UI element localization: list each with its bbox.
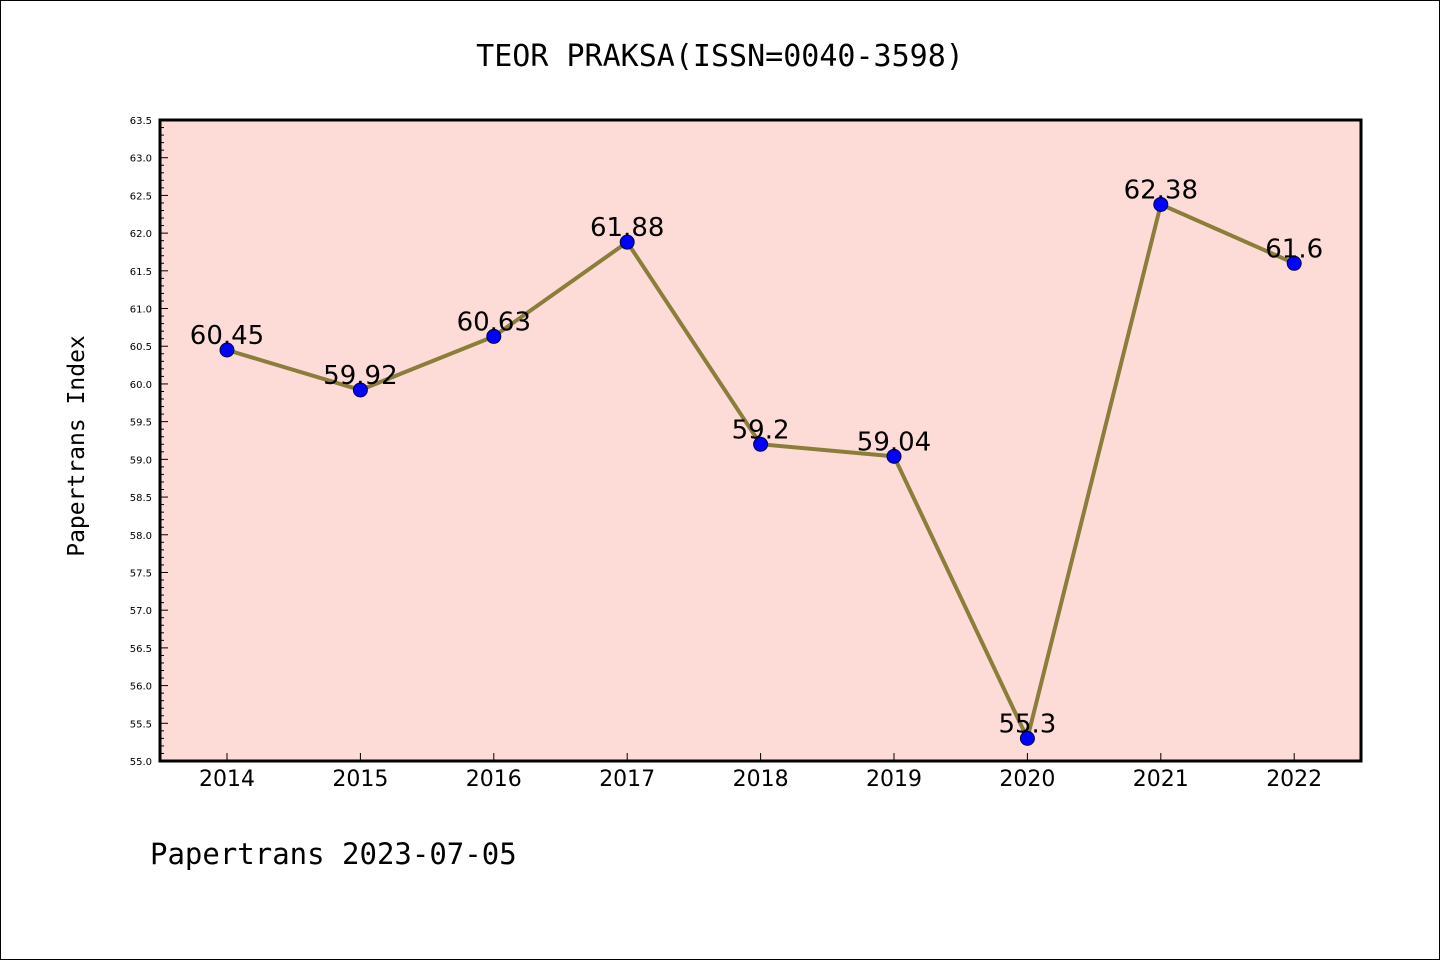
data-point bbox=[486, 328, 502, 344]
data-label: 60.63 bbox=[457, 307, 531, 337]
data-point bbox=[1153, 196, 1169, 212]
y-tick-label: 58.0 bbox=[130, 531, 152, 542]
data-label: 60.45 bbox=[190, 321, 264, 351]
data-point bbox=[219, 342, 235, 358]
data-labels: 60.45 59.92 60.63 61.88 59.2 59.04 55.3 62.38 61… bbox=[190, 175, 1323, 739]
x-tick-label: 2019 bbox=[866, 767, 922, 792]
data-label: 59.2 bbox=[732, 415, 790, 445]
y-tick-label: 56.0 bbox=[130, 682, 152, 693]
x-axis: 2014 2015 2016 2017 2018 2019 2020 2021 2022 bbox=[199, 753, 1322, 792]
data-label: 61.6 bbox=[1265, 234, 1323, 264]
x-tick-label: 2017 bbox=[599, 767, 655, 792]
y-tick-label: 55.0 bbox=[130, 757, 152, 768]
data-point bbox=[886, 448, 902, 464]
y-tick-label: 59.5 bbox=[130, 418, 152, 429]
x-tick-label: 2022 bbox=[1266, 767, 1322, 792]
y-axis-label: Papertrans Index bbox=[64, 335, 90, 557]
chart-title: TEOR PRAKSA(ISSN=0040-3598) bbox=[476, 39, 964, 74]
series-markers bbox=[219, 196, 1302, 746]
data-label: 55.3 bbox=[998, 709, 1056, 739]
y-axis: 55.0 55.5 56.0 56.5 57.0 57.5 58.0 58.5 59.0 59.5… bbox=[130, 116, 168, 768]
x-tick-label: 2021 bbox=[1133, 767, 1189, 792]
data-point bbox=[619, 234, 635, 250]
data-point bbox=[1019, 730, 1035, 746]
x-tick-label: 2018 bbox=[733, 767, 789, 792]
footer-credit: Papertrans 2023-07-05 bbox=[150, 837, 517, 871]
data-point bbox=[753, 436, 769, 452]
y-tick-label: 57.5 bbox=[130, 568, 152, 579]
data-label: 59.92 bbox=[323, 361, 397, 391]
y-tick-label: 60.0 bbox=[130, 380, 152, 391]
y-tick-label: 62.0 bbox=[130, 229, 152, 240]
y-tick-label: 60.5 bbox=[130, 342, 152, 353]
y-tick-label: 61.5 bbox=[130, 267, 152, 278]
y-tick-label: 58.5 bbox=[130, 493, 152, 504]
y-tick-label: 59.0 bbox=[130, 455, 152, 466]
y-tick-label: 55.5 bbox=[130, 719, 152, 730]
data-label: 61.88 bbox=[590, 213, 664, 243]
data-point bbox=[1286, 255, 1302, 271]
x-tick-label: 2014 bbox=[199, 767, 255, 792]
y-tick-label: 61.0 bbox=[130, 305, 152, 316]
x-tick-label: 2015 bbox=[332, 767, 388, 792]
x-tick-label: 2020 bbox=[999, 767, 1055, 792]
data-point bbox=[352, 382, 368, 398]
y-tick-label: 63.5 bbox=[130, 116, 152, 127]
data-label: 59.04 bbox=[857, 427, 931, 457]
plot-border bbox=[158, 118, 1363, 763]
data-label: 62.38 bbox=[1124, 175, 1198, 205]
y-tick-label: 62.5 bbox=[130, 191, 152, 202]
x-tick-label: 2016 bbox=[466, 767, 522, 792]
y-tick-label: 63.0 bbox=[130, 154, 152, 165]
y-tick-label: 56.5 bbox=[130, 644, 152, 655]
y-tick-label: 57.0 bbox=[130, 606, 152, 617]
